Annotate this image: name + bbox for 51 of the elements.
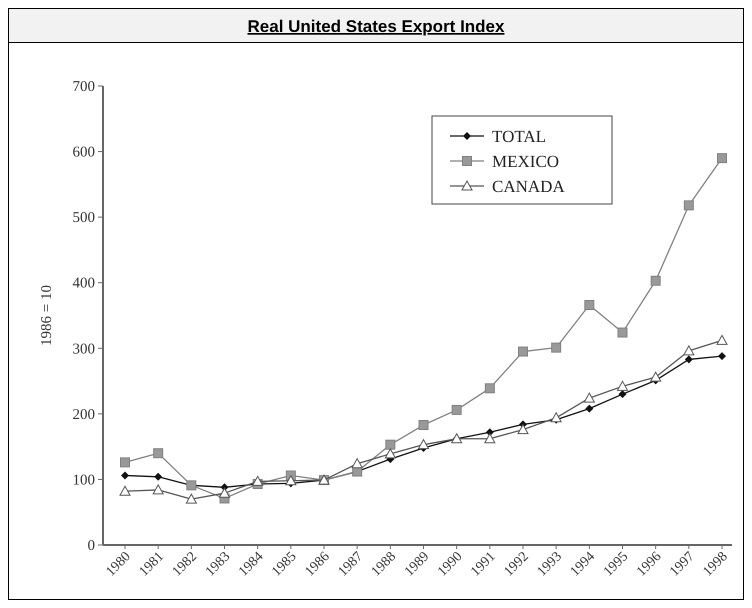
point: [618, 390, 626, 398]
point: [484, 433, 496, 444]
point: [684, 200, 694, 210]
point: [120, 457, 130, 468]
legend-label: MEXICO: [492, 152, 560, 171]
point: [518, 346, 528, 357]
point: [252, 476, 264, 486]
legend-label: TOTAL: [492, 127, 546, 146]
point: [650, 372, 662, 382]
point: [219, 488, 230, 498]
point: [683, 345, 694, 356]
point: [650, 276, 661, 286]
point: [120, 486, 130, 496]
y-tick-label: 300: [72, 341, 95, 358]
point: [551, 342, 562, 353]
point: [352, 458, 363, 468]
y-tick-label: 200: [72, 406, 95, 423]
point: [418, 420, 428, 430]
point: [418, 439, 429, 450]
point: [452, 404, 462, 415]
point: [152, 484, 164, 494]
point: [585, 404, 594, 413]
point: [550, 412, 562, 422]
point: [518, 424, 528, 434]
point: [617, 380, 628, 391]
point: [717, 153, 727, 164]
point: [385, 440, 396, 450]
x-tick-label: 1981: [136, 549, 167, 580]
y-tick-label: 500: [72, 210, 95, 226]
point: [384, 448, 396, 458]
point: [285, 475, 296, 486]
point: [584, 300, 594, 310]
point: [484, 383, 495, 394]
point: [718, 352, 726, 360]
y-tick-label: 100: [72, 472, 95, 488]
point: [584, 392, 595, 403]
y-tick-label: 400: [72, 276, 95, 292]
point: [618, 328, 628, 338]
y-tick-label: 600: [72, 144, 95, 161]
point: [716, 334, 728, 345]
y-tick-label: 0: [88, 538, 95, 554]
y-axis-title: 1986 = 10: [39, 285, 55, 346]
point: [154, 472, 162, 481]
y-tick-label: 700: [72, 79, 95, 95]
x-tick-label: 1991: [468, 549, 499, 580]
point: [153, 448, 164, 458]
chart-title: Real United States Export Index: [248, 17, 506, 36]
legend-label: CANADA: [492, 177, 566, 196]
point: [186, 494, 197, 504]
point: [684, 355, 693, 364]
point: [121, 471, 129, 480]
